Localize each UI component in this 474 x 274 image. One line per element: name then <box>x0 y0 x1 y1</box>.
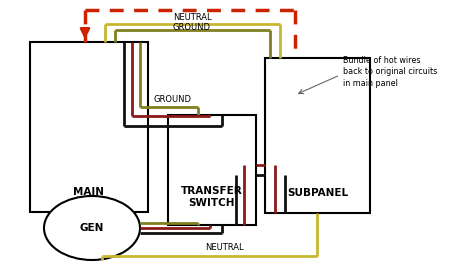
Bar <box>265 58 370 213</box>
Bar <box>30 42 148 212</box>
Text: GROUND: GROUND <box>173 24 211 33</box>
Text: MAIN: MAIN <box>73 187 104 197</box>
Text: SUBPANEL: SUBPANEL <box>287 188 348 198</box>
Text: Bundle of hot wires
back to original circuits
in main panel: Bundle of hot wires back to original cir… <box>343 56 437 88</box>
Text: GROUND: GROUND <box>154 96 192 104</box>
Ellipse shape <box>44 196 140 260</box>
Bar <box>168 115 256 225</box>
Text: TRANSFER
SWITCH: TRANSFER SWITCH <box>181 186 243 208</box>
Text: NEUTRAL: NEUTRAL <box>205 244 243 253</box>
Text: NEUTRAL: NEUTRAL <box>173 13 211 22</box>
Text: GEN: GEN <box>80 223 104 233</box>
